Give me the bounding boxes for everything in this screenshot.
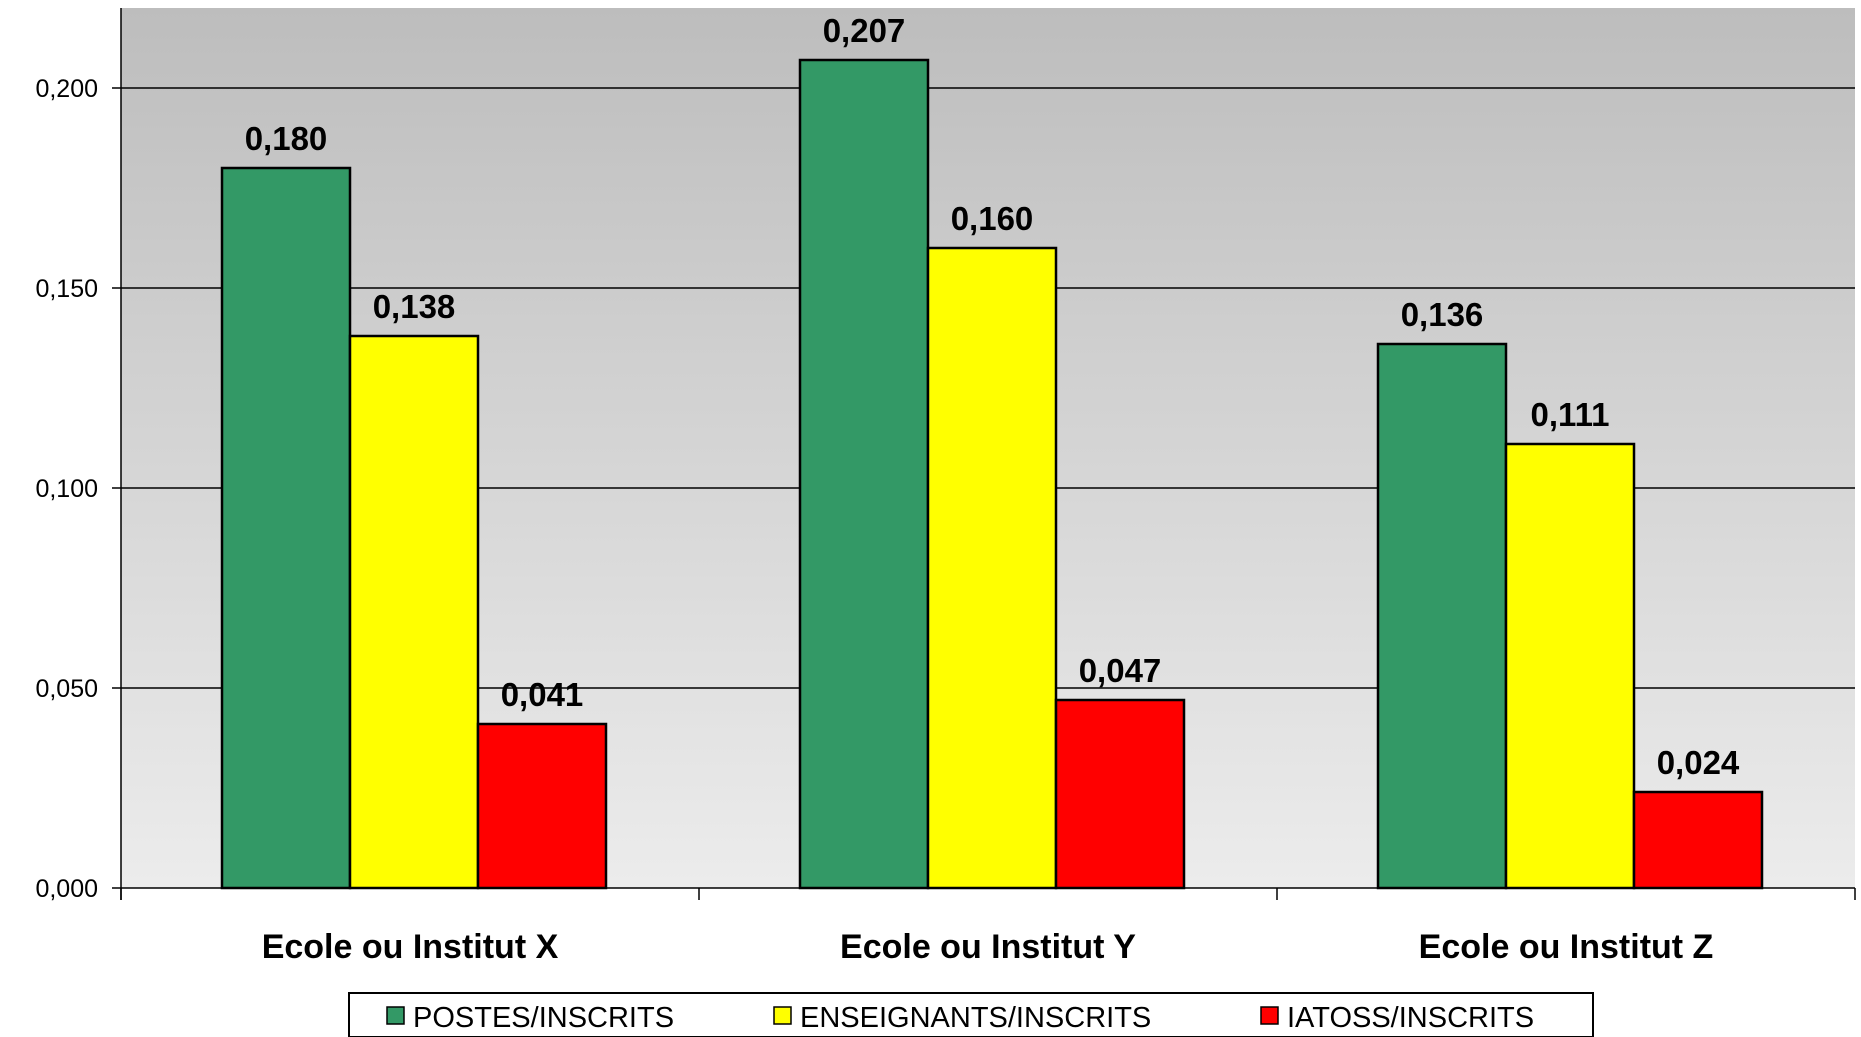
legend: POSTES/INSCRITS ENSEIGNANTS/INSCRITS IATOS… xyxy=(348,992,1594,1037)
legend-swatch xyxy=(773,1006,792,1025)
bar-enseignants-inscrits-1 xyxy=(926,246,1058,890)
data-label: 0,207 xyxy=(823,12,906,49)
data-label: 0,041 xyxy=(501,676,584,713)
data-label: 0,138 xyxy=(373,288,456,325)
data-labels: 0,180 0,138 0,041 0,207 0,160 0,047 0,136 0,111… xyxy=(245,12,1740,781)
legend-label: IATOSS/INSCRITS xyxy=(1287,1002,1534,1034)
bar-iatoss-inscrits-1 xyxy=(1054,698,1186,890)
bar-postes-inscrits-1 xyxy=(798,58,930,890)
bar-iatoss-inscrits-2 xyxy=(1632,790,1764,890)
data-label: 0,111 xyxy=(1531,396,1610,433)
x-category-label: Ecole ou Institut Y xyxy=(840,928,1136,966)
data-label: 0,136 xyxy=(1401,296,1484,333)
x-category-label: Ecole ou Institut Z xyxy=(1419,928,1714,966)
y-tick-label: 0,050 xyxy=(35,675,98,703)
data-label: 0,160 xyxy=(951,200,1034,237)
bar-postes-inscrits-0 xyxy=(220,166,352,890)
y-tick-label: 0,000 xyxy=(35,875,98,903)
y-tick-label: 0,100 xyxy=(35,475,98,503)
data-label: 0,047 xyxy=(1079,652,1162,689)
y-tick-label: 0,200 xyxy=(35,75,98,103)
legend-swatch xyxy=(386,1006,405,1025)
data-label: 0,180 xyxy=(245,120,328,157)
data-label: 0,024 xyxy=(1657,744,1740,781)
bar-postes-inscrits-2 xyxy=(1376,342,1508,890)
legend-box xyxy=(348,992,1594,1037)
bars xyxy=(220,58,1764,890)
x-category-label: Ecole ou Institut X xyxy=(262,928,559,966)
bar-enseignants-inscrits-2 xyxy=(1504,442,1636,890)
legend-label: ENSEIGNANTS/INSCRITS xyxy=(800,1002,1151,1034)
legend-swatch xyxy=(1260,1006,1279,1025)
bar-enseignants-inscrits-0 xyxy=(348,334,480,890)
bar-iatoss-inscrits-0 xyxy=(476,722,608,890)
legend-label: POSTES/INSCRITS xyxy=(413,1002,674,1034)
y-tick-label: 0,150 xyxy=(35,275,98,303)
